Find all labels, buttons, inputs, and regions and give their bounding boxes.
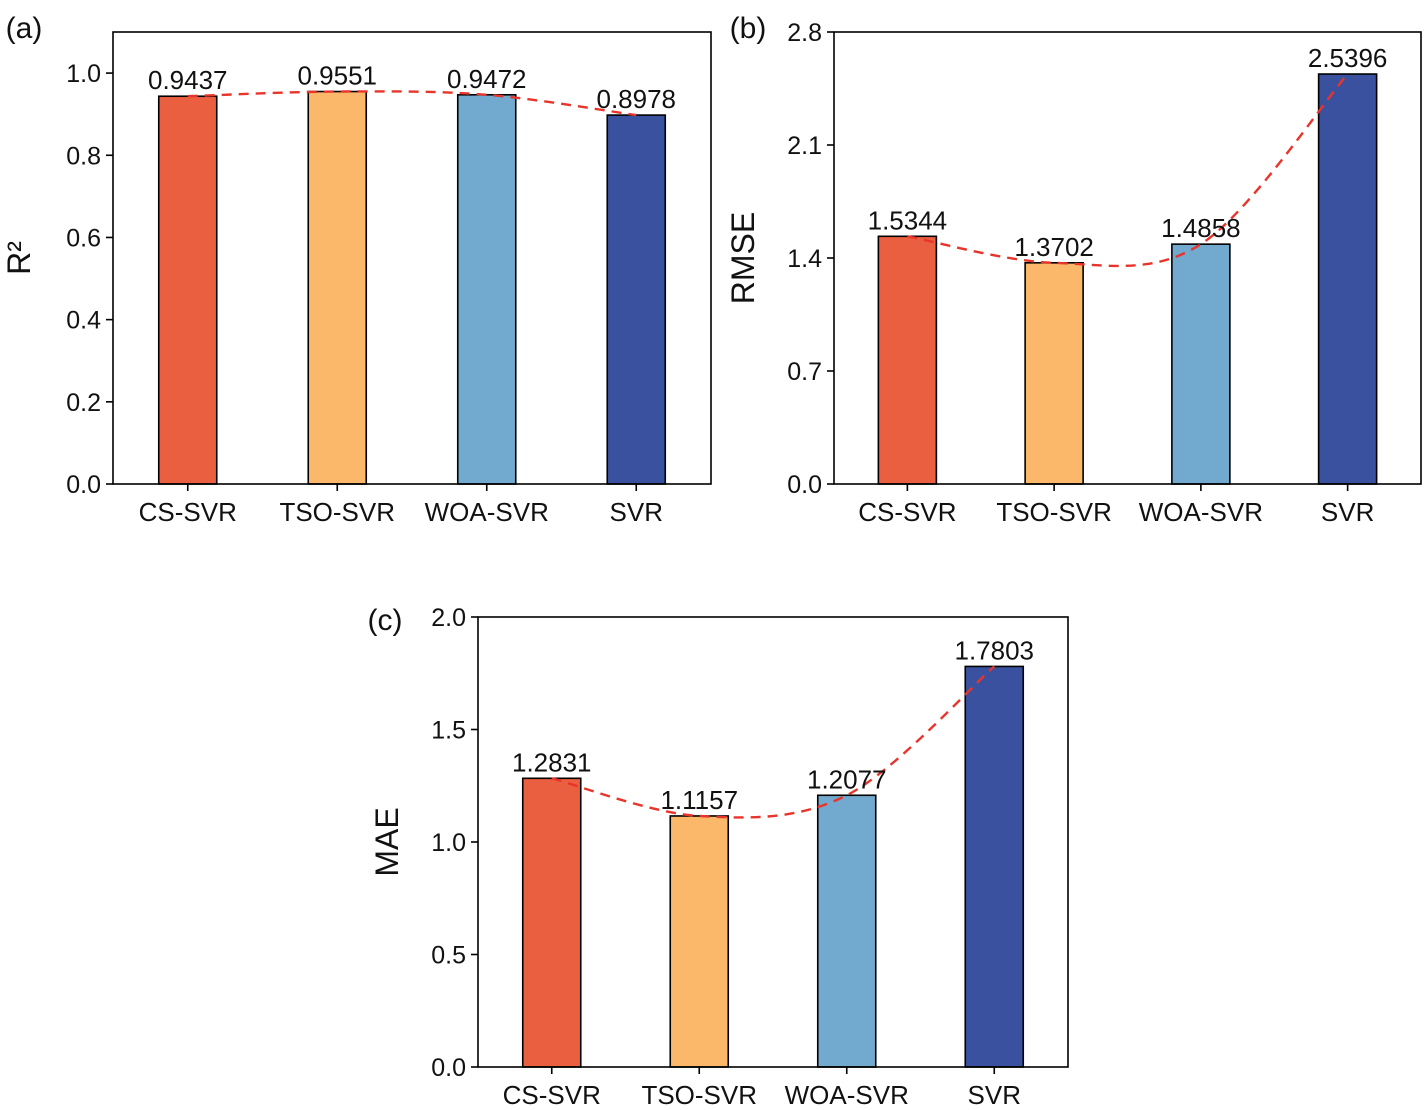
panel-b-y-axis-title: RMSE — [725, 212, 761, 304]
panel-b-y-tick-label: 2.8 — [787, 19, 822, 47]
panel-a-y-tick-label: 0.0 — [66, 471, 101, 499]
panel-b-value-label: 2.5396 — [1308, 43, 1388, 73]
panel-c-bar-cs-svr — [521, 777, 582, 1068]
panel-a-x-tick-label: CS-SVR — [139, 497, 237, 527]
panel-a-trend-line — [187, 90, 637, 117]
panel-c-trend-line — [551, 665, 996, 819]
panel-b-x-tick-label: SVR — [1321, 497, 1374, 527]
panel-c-y-tick-label: 1.0 — [431, 829, 466, 857]
panel-c-bar-tso-svr — [669, 815, 730, 1068]
panel-a-bar-cs-svr — [157, 95, 218, 485]
panel-a-y-tick-label: 1.0 — [66, 60, 101, 88]
panel-c-value-label: 1.1157 — [660, 785, 738, 815]
panel-a-r2-chart: 0.9437 0.9551 0.9472 0.8978 0.0 0.2 0.4 0.6 0.8 1… — [1, 12, 712, 527]
panel-b-bar-cs-svr — [877, 235, 938, 485]
panel-c-y-tick-label: 0.5 — [431, 942, 466, 970]
panel-b-value-label: 1.5344 — [868, 205, 948, 235]
panel-b-value-label: 1.3702 — [1014, 232, 1094, 262]
panel-c-y-tick-label: 0.0 — [431, 1054, 466, 1082]
panel-b-x-tick-label: CS-SVR — [858, 497, 956, 527]
panel-c-y-axis-title: MAE — [369, 807, 405, 876]
panel-c-x-tick-label: SVR — [968, 1080, 1021, 1110]
panel-a-bar-woa-svr — [456, 93, 517, 485]
panel-c-x-tick-label: TSO-SVR — [641, 1080, 757, 1110]
panel-a-y-tick-label: 0.8 — [66, 142, 101, 170]
panel-c-value-label: 1.2831 — [512, 747, 592, 777]
panel-c-panel-label: (c) — [368, 604, 403, 637]
panel-a-value-label: 0.9551 — [297, 61, 377, 91]
panel-c-y-tick-label: 2.0 — [431, 604, 466, 632]
panel-b-y-tick-label: 0.0 — [787, 471, 822, 499]
panel-b-rmse-chart: 1.5344 1.3702 1.4858 2.5396 0.0 0.7 1.4 2.1 2.8 C… — [725, 12, 1422, 527]
panel-c-value-label: 1.7803 — [954, 635, 1034, 665]
panel-c-x-tick-label: WOA-SVR — [785, 1080, 909, 1110]
panel-a-x-tick-label: WOA-SVR — [425, 497, 549, 527]
panel-b-y-tick-label: 2.1 — [787, 132, 822, 160]
panel-c-x-tick-label: CS-SVR — [503, 1080, 601, 1110]
panel-a-bar-svr — [606, 114, 667, 485]
panel-a-y-axis-title: R² — [1, 241, 37, 275]
panel-a-x-tick-label: SVR — [610, 497, 663, 527]
panel-a-panel-label: (a) — [6, 12, 43, 45]
panel-a-y-tick-label: 0.2 — [66, 389, 101, 417]
panel-a-value-label: 0.9437 — [148, 65, 228, 95]
panel-a-value-label: 0.9472 — [447, 64, 527, 94]
panel-a-plot-frame — [112, 31, 712, 485]
panel-b-bar-svr — [1317, 73, 1378, 485]
panel-c-mae-chart: 1.2831 1.1157 1.2077 1.7803 0.0 0.5 1.0 1.5 2.0 C… — [368, 604, 1069, 1110]
panel-b-trend-line — [907, 73, 1349, 268]
panel-a-bar-tso-svr — [307, 90, 368, 485]
panel-a-y-tick-label: 0.4 — [66, 307, 101, 335]
panel-b-value-label: 1.4858 — [1161, 213, 1241, 243]
panel-b-x-tick-label: WOA-SVR — [1139, 497, 1263, 527]
panel-c-value-label: 1.2077 — [807, 764, 887, 794]
panel-a-x-tick-label: TSO-SVR — [279, 497, 395, 527]
panel-b-y-tick-label: 0.7 — [787, 358, 822, 386]
panel-b-bar-woa-svr — [1171, 243, 1231, 485]
panel-c-y-tick-label: 1.5 — [431, 717, 466, 745]
panel-c-bar-woa-svr — [816, 794, 877, 1068]
panel-b-x-tick-label: TSO-SVR — [996, 497, 1112, 527]
panel-b-y-tick-label: 1.4 — [787, 245, 822, 273]
panel-a-y-tick-label: 0.6 — [66, 224, 101, 252]
panel-b-panel-label: (b) — [730, 12, 767, 45]
panel-a-value-label: 0.8978 — [596, 84, 676, 114]
panel-b-bar-tso-svr — [1024, 262, 1084, 485]
panel-c-bar-svr — [964, 665, 1025, 1068]
